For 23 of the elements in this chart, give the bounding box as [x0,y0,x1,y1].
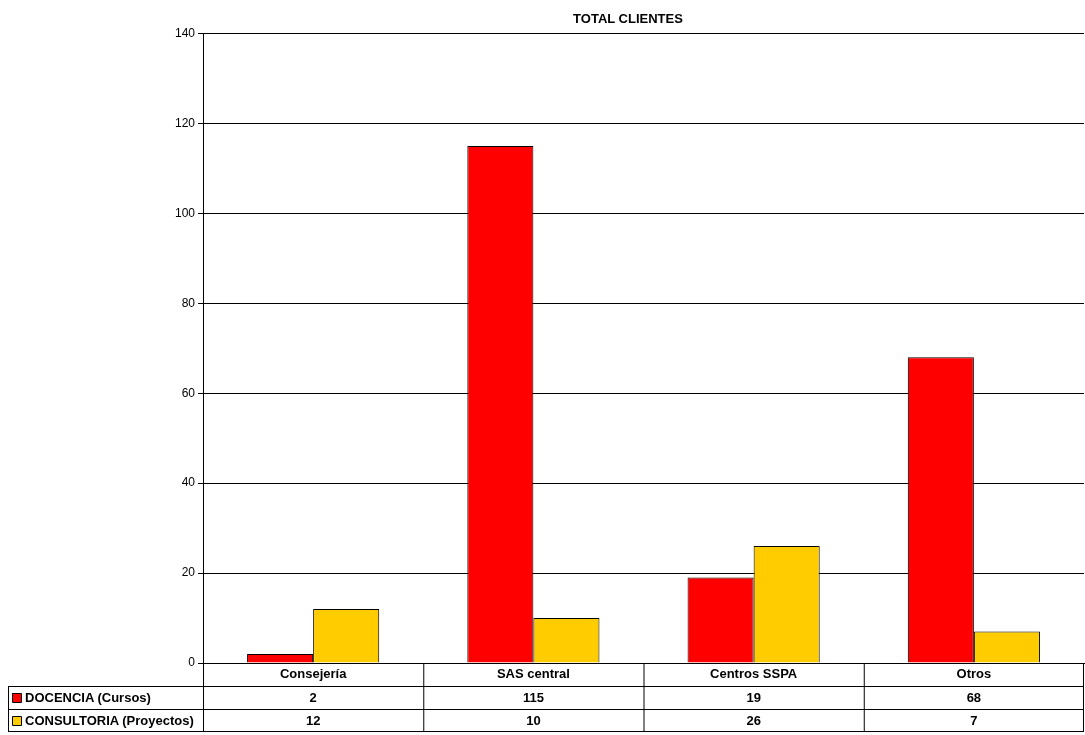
x-tick-label: Centros SSPA [710,666,798,682]
y-tick-label: 140 [174,25,196,40]
data-label: 12 [305,713,321,729]
x-tick-label: Consejería [279,666,348,682]
data-label: 26 [746,713,761,729]
chart-title: TOTAL CLIENTES [573,11,684,27]
y-tick-label: 40 [181,475,196,490]
x-tick-label: SAS central [496,666,570,682]
data-label: 115 [522,690,544,706]
legend-label: DOCENCIA (Cursos) [25,690,151,706]
legend-label: CONSULTORIA (Proyectos) [25,713,194,729]
y-tick-label: 60 [181,385,196,400]
y-tick-label: 80 [181,295,196,310]
data-label: 19 [746,690,761,706]
data-label: 7 [970,713,978,729]
data-label: 10 [526,713,541,729]
x-tick-label: Otros [956,666,992,682]
y-tick-label: 120 [174,115,196,130]
data-label: 2 [309,690,317,706]
y-tick-label: 20 [181,565,196,580]
data-label: 68 [966,690,982,706]
y-tick-label: 100 [174,205,196,220]
y-tick-label: 0 [188,655,196,670]
